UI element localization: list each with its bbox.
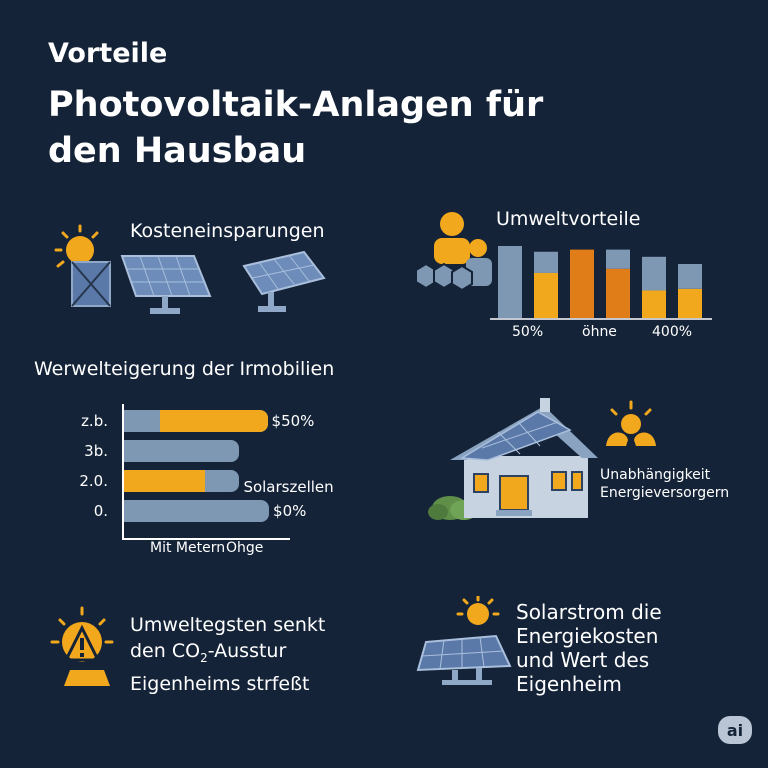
solar-panel-icon	[120, 255, 212, 314]
property-row-value: $0%	[273, 502, 307, 520]
env-bar-accent-5	[642, 290, 666, 318]
page-pretitle: Vorteile	[48, 38, 168, 69]
property-row-value: $50%	[271, 412, 315, 430]
property-bar	[124, 470, 240, 492]
property-chart: z.b. $50% 3b. 2.0. Solarszellen 0. $0%	[60, 400, 360, 550]
property-row-value: Solarszellen	[243, 478, 334, 496]
env-bar-accent-3	[570, 249, 594, 318]
people-icon	[415, 212, 492, 292]
co2-line2-main: den CO	[130, 640, 201, 662]
independence-line2: Energieversorgern	[600, 485, 730, 501]
page-title-line2: den Hausbau	[48, 131, 307, 171]
co2-line1: Umweltegsten senkt	[130, 614, 326, 636]
solarstrom-line3: und Wert des	[516, 648, 650, 672]
page-title: Photovoltaik-Anlagen für den Hausbau	[48, 82, 688, 174]
co2-line2-sub: 2	[200, 650, 208, 665]
solarstrom-line2: Energiekosten	[516, 624, 659, 648]
env-bar-accent-4	[606, 268, 630, 318]
sun-hands-icon	[606, 400, 656, 446]
independence-label: Unabhängigkeit Energieversorgern	[600, 466, 729, 502]
savings-title: Kosteneinsparungen	[130, 220, 325, 242]
panel-building-icon	[71, 261, 111, 307]
sun-icon	[54, 224, 99, 268]
co2-text: Umweltegsten senkt den CO2-Ausstur Eigen…	[130, 612, 325, 697]
environment-title: Umweltvorteile	[496, 208, 641, 230]
co2-line3: Eigenheims strfeßt	[130, 672, 310, 695]
independence-line1: Unabhängigkeit	[600, 467, 711, 483]
property-x-label-1: Mit Metern	[150, 540, 226, 556]
env-bar-accent-2	[534, 272, 558, 318]
property-bar	[124, 500, 270, 522]
property-bar	[124, 410, 268, 432]
solar-panel-small-icon	[242, 250, 326, 312]
x-axis	[122, 538, 290, 540]
env-bar-top-6	[678, 264, 702, 289]
co2-line2: den CO2-Ausstur	[130, 638, 325, 671]
solarstrom-text: Solarstrom die Energiekosten und Wert de…	[516, 600, 662, 696]
env-bar-top-1	[498, 246, 522, 318]
env-axis-label-3: 400%	[652, 324, 693, 340]
env-axis-label-1: 50%	[512, 324, 544, 340]
y-axis	[122, 404, 124, 540]
house-illustration	[428, 398, 598, 520]
env-axis-label-2: öhne	[582, 324, 617, 340]
page-title-line1: Photovoltaik-Anlagen für	[48, 85, 544, 125]
warning-sun-icon	[50, 606, 114, 686]
ai-badge: ai	[718, 716, 752, 744]
environment-chart	[490, 246, 712, 320]
property-bar	[124, 440, 240, 462]
env-bar-top-4	[606, 249, 630, 269]
property-bar-accent	[159, 410, 268, 432]
property-x-label-2: Ohge	[226, 540, 264, 556]
property-bar-accent	[124, 470, 205, 492]
property-row-label: 2.0.	[79, 472, 108, 490]
co2-line2-rest: -Ausstur	[207, 640, 287, 662]
env-bar-accent-6	[678, 288, 702, 318]
env-bar-top-2	[534, 251, 558, 273]
env-bar-top-5	[642, 256, 666, 291]
property-row-label: z.b.	[81, 412, 108, 430]
property-row-label: 3b.	[84, 442, 108, 460]
solar-sun-panel-icon	[416, 596, 512, 685]
property-row-label: 0.	[93, 502, 108, 520]
savings-illustration	[54, 224, 326, 314]
property-title: Werwelteigerung der Irmobilien	[34, 358, 335, 380]
solarstrom-line4: Eigenheim	[516, 672, 622, 696]
solarstrom-line1: Solarstrom die	[516, 600, 662, 624]
